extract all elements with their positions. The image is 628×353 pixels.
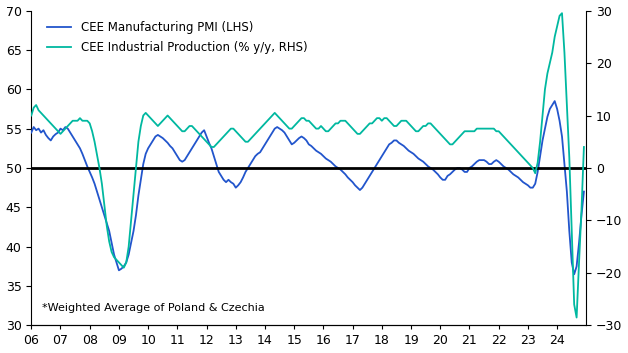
- Legend: CEE Manufacturing PMI (LHS), CEE Industrial Production (% y/y, RHS): CEE Manufacturing PMI (LHS), CEE Industr…: [43, 17, 312, 59]
- Text: *Weighted Average of Poland & Czechia: *Weighted Average of Poland & Czechia: [42, 303, 265, 313]
